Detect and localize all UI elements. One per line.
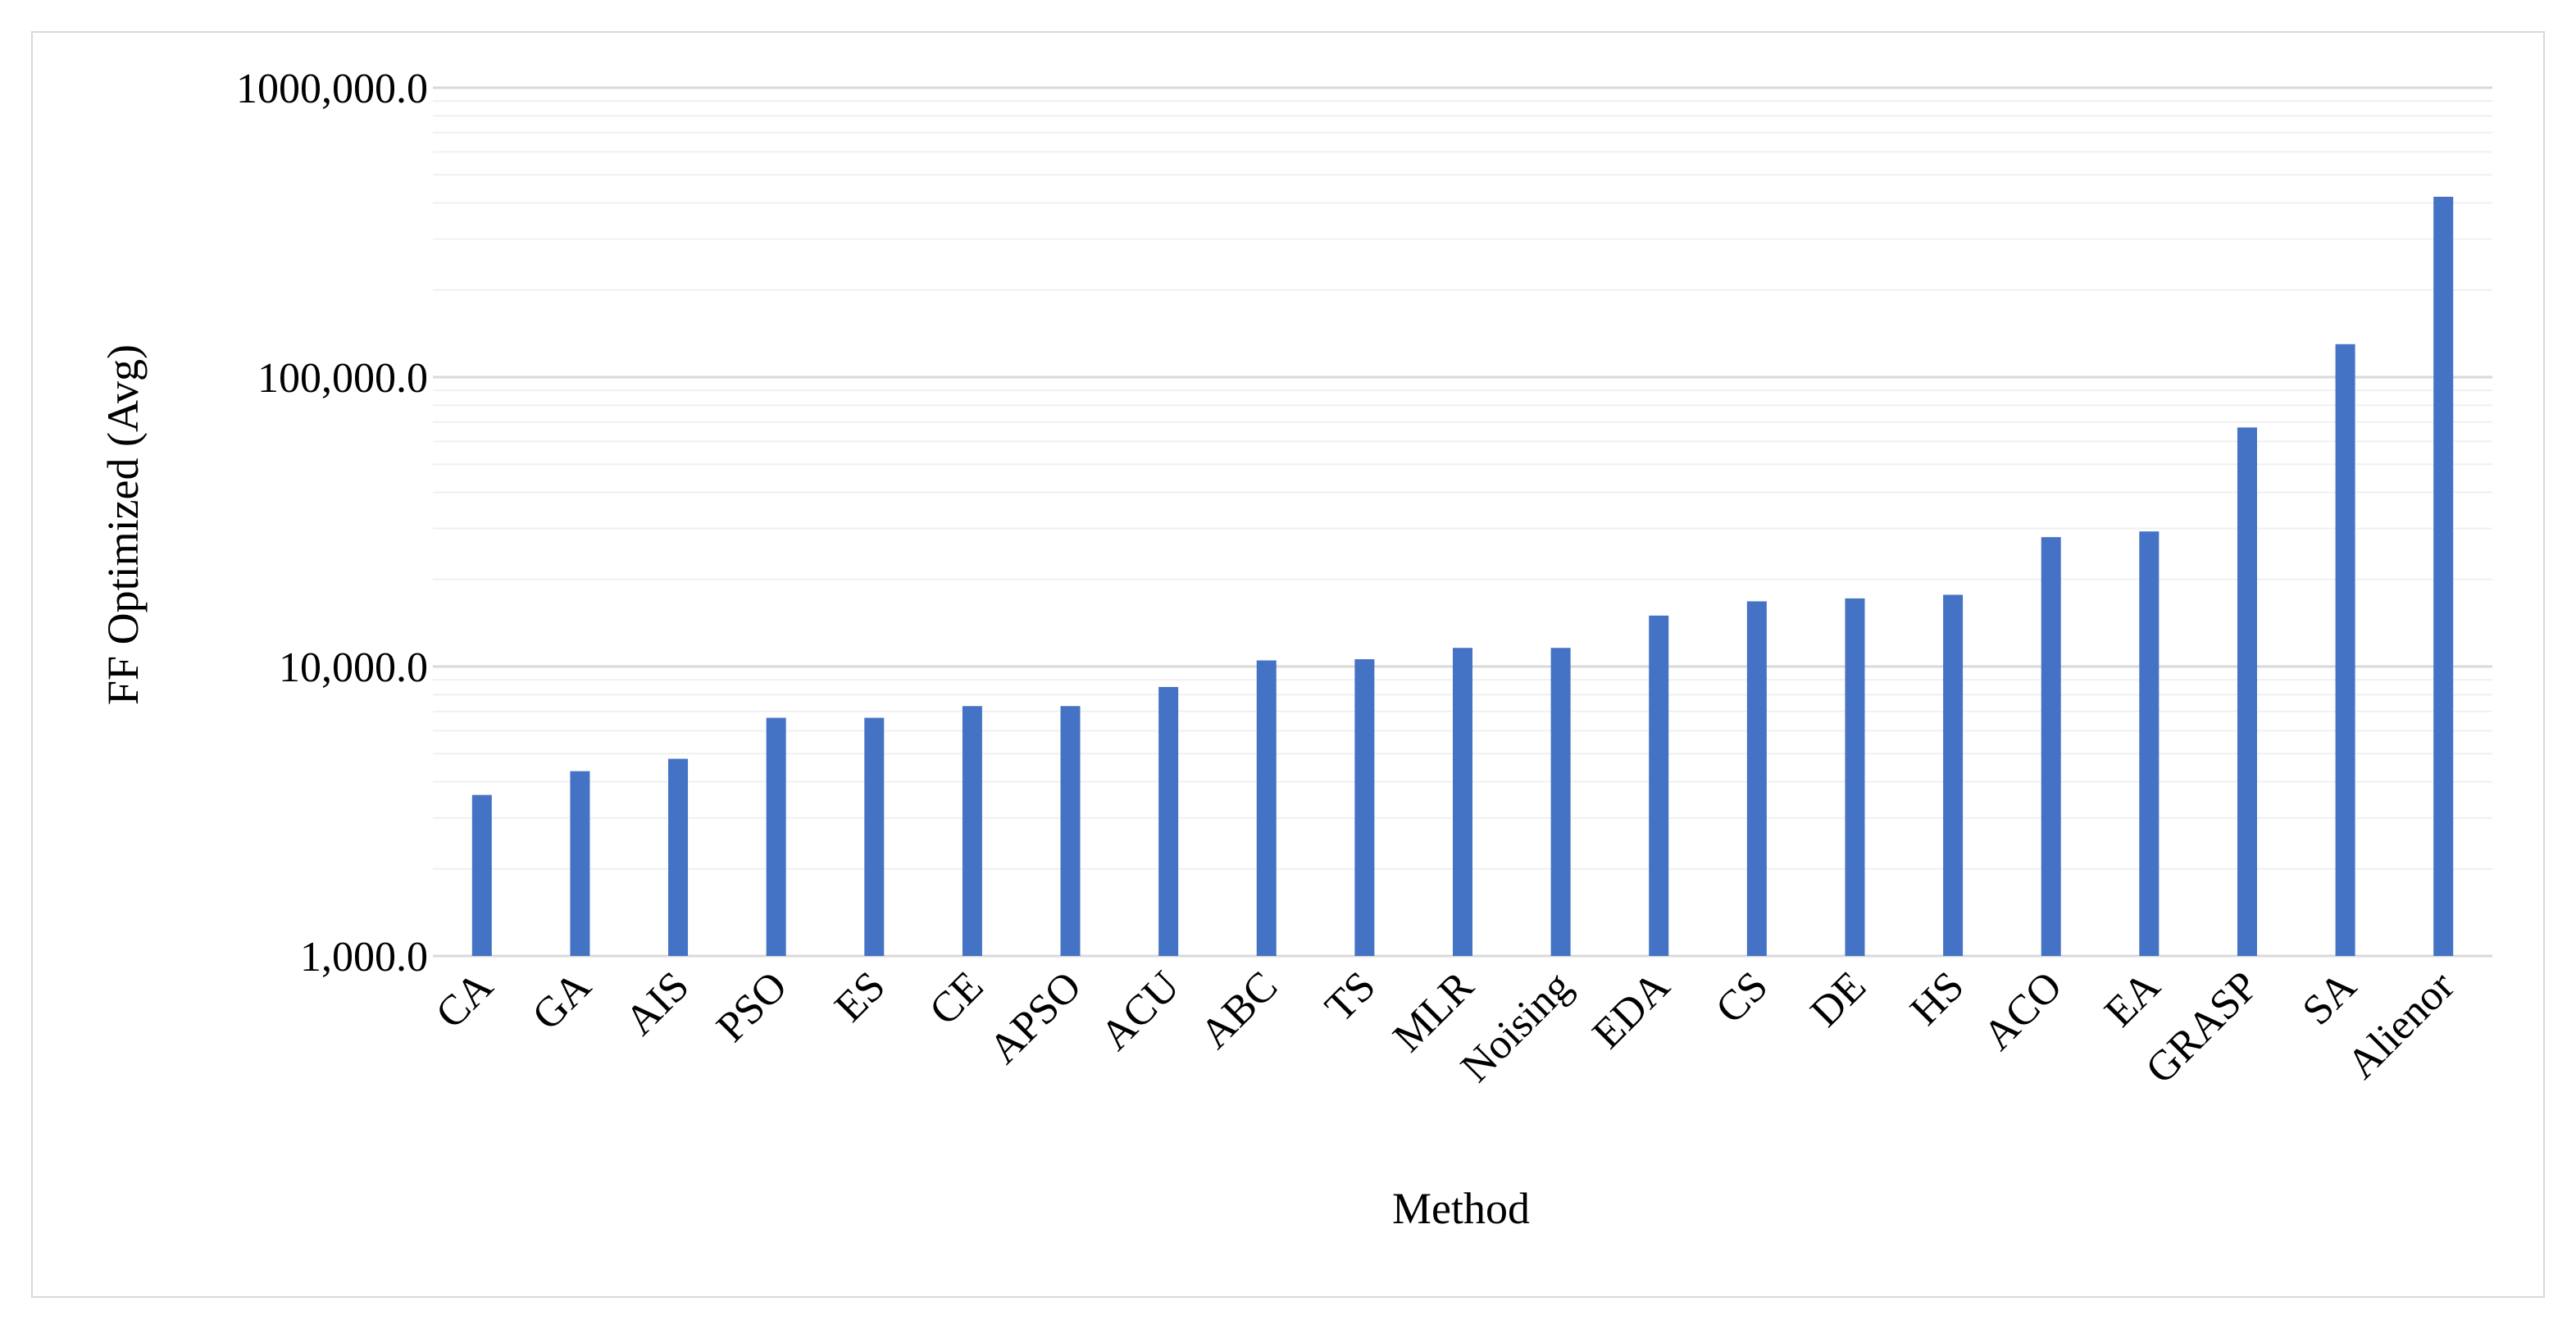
- bars: [471, 196, 2454, 957]
- bar-aco: [2041, 537, 2061, 956]
- x-tick-label: GA: [523, 963, 600, 1040]
- x-tick-label: TS: [1317, 963, 1385, 1031]
- bar-grasp: [2237, 427, 2257, 956]
- bar-cs: [1746, 601, 1767, 956]
- x-tick-label: Alienor: [2338, 963, 2464, 1088]
- bar-alienor: [2433, 196, 2454, 957]
- bar-ga: [570, 771, 590, 956]
- bar-eda: [1649, 615, 1669, 956]
- x-tick-label: HS: [1901, 963, 1973, 1034]
- bar-mlr: [1453, 648, 1472, 956]
- x-tick-label: EDA: [1584, 963, 1679, 1058]
- x-tick-label: ES: [826, 963, 894, 1031]
- x-tick-label: GRASP: [2137, 963, 2268, 1093]
- x-tick-label: CA: [427, 963, 503, 1038]
- y-tick-label: 1000,000.0: [236, 66, 428, 112]
- bar-ts: [1354, 659, 1375, 956]
- bar-ais: [668, 758, 689, 956]
- y-tick-label: 1,000.0: [300, 934, 428, 981]
- x-tick-label: ACU: [1092, 963, 1189, 1059]
- bar-noising: [1550, 648, 1571, 956]
- bar-sa: [2335, 344, 2355, 957]
- x-tick-label: SA: [2294, 963, 2366, 1035]
- chart-frame: [31, 31, 2545, 1298]
- x-tick-label: CE: [921, 963, 992, 1034]
- bar-ea: [2139, 531, 2160, 956]
- bar-acu: [1158, 686, 1179, 956]
- bar-es: [864, 717, 885, 956]
- x-tick-label: Noising: [1452, 963, 1581, 1091]
- y-tick-label: 100,000.0: [257, 355, 428, 402]
- x-tick-label: ABC: [1191, 963, 1286, 1058]
- bar-ca: [471, 794, 492, 956]
- y-tick-label: 10,000.0: [279, 644, 428, 691]
- x-tick-label: CS: [1707, 963, 1777, 1032]
- x-tick-label: DE: [1802, 963, 1875, 1035]
- bar-de: [1845, 598, 1865, 956]
- bar-hs: [1943, 594, 1964, 956]
- x-tick-label: PSO: [708, 963, 796, 1051]
- x-axis-title: Method: [1392, 1184, 1530, 1233]
- bar-ce: [962, 706, 982, 956]
- x-tick-label: EA: [2096, 963, 2169, 1036]
- x-tick-label: ACO: [1974, 963, 2071, 1059]
- x-tick-label: AIS: [617, 963, 699, 1045]
- bar-pso: [766, 717, 786, 956]
- y-tick-labels: 1,000.0 10,000.0 100,000.0 1000,000.0: [236, 66, 428, 981]
- bar-abc: [1256, 660, 1277, 956]
- y-axis-title: FF Optimized (Avg): [98, 344, 148, 705]
- bar-apso: [1060, 706, 1081, 956]
- x-tick-label: APSO: [981, 963, 1090, 1072]
